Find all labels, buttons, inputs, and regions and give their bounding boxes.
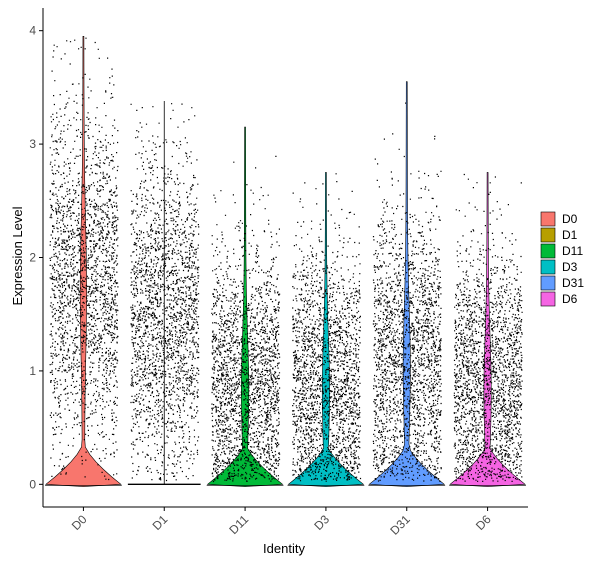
y-tick-label: 3 bbox=[29, 137, 36, 151]
y-tick-label: 0 bbox=[29, 477, 36, 491]
legend-swatch bbox=[540, 227, 556, 243]
jitter-dots bbox=[453, 173, 523, 482]
legend-swatch bbox=[540, 243, 556, 259]
violin-D1 bbox=[127, 100, 201, 486]
violin-shape bbox=[206, 126, 284, 487]
points-D3 bbox=[292, 173, 362, 482]
violin-D31 bbox=[368, 81, 446, 487]
x-tick-label: D6 bbox=[473, 512, 494, 533]
legend: D0 D1 D11 D3 D31 D6 bbox=[540, 211, 584, 307]
x-axis-title: Identity bbox=[263, 541, 305, 556]
x-tick-label: D11 bbox=[226, 512, 251, 537]
points-D6 bbox=[453, 173, 523, 482]
violin-D6 bbox=[449, 172, 526, 487]
points-D1 bbox=[130, 103, 200, 482]
violin-shape bbox=[287, 172, 365, 487]
legend-swatch bbox=[540, 259, 556, 275]
legend-item-D0: D0 bbox=[540, 211, 578, 227]
jitter-dots bbox=[372, 102, 442, 482]
violin-D3 bbox=[287, 172, 365, 487]
legend-swatch bbox=[540, 291, 556, 307]
legend-label: D6 bbox=[562, 292, 578, 306]
legend-item-D11: D11 bbox=[540, 243, 583, 259]
violin-D11 bbox=[206, 126, 284, 487]
x-tick-label: D1 bbox=[150, 512, 171, 533]
jitter-dots bbox=[49, 37, 119, 481]
violin-D0 bbox=[45, 36, 122, 487]
points-D0 bbox=[49, 37, 119, 481]
legend-swatch bbox=[540, 275, 556, 291]
y-tick-label: 2 bbox=[29, 251, 36, 265]
jitter-dots bbox=[292, 173, 362, 482]
legend-label: D31 bbox=[562, 276, 584, 290]
legend-label: D11 bbox=[562, 244, 583, 258]
violin-shape bbox=[45, 36, 122, 487]
legend-label: D1 bbox=[562, 228, 578, 242]
legend-item-D6: D6 bbox=[540, 291, 578, 307]
y-axis-title: Expression Level bbox=[10, 206, 25, 305]
plot-area bbox=[45, 36, 526, 487]
y-axis: 0 1 2 3 4 bbox=[29, 8, 44, 507]
y-tick-label: 4 bbox=[29, 24, 36, 38]
legend-item-D1: D1 bbox=[540, 227, 578, 243]
legend-item-D3: D3 bbox=[540, 259, 578, 275]
points-D31 bbox=[372, 102, 442, 482]
x-tick-label: D0 bbox=[69, 512, 90, 533]
jitter-dots bbox=[130, 103, 200, 482]
y-tick-label: 1 bbox=[29, 364, 36, 378]
x-tick-label: D3 bbox=[311, 512, 332, 533]
legend-swatch bbox=[540, 211, 556, 227]
x-tick-label: D31 bbox=[387, 512, 413, 538]
legend-item-D31: D31 bbox=[540, 275, 584, 291]
x-axis: D0 D1 D11 D3 D31 D6 bbox=[43, 506, 528, 538]
violin-shape bbox=[368, 81, 446, 487]
legend-label: D0 bbox=[562, 212, 578, 226]
legend-label: D3 bbox=[562, 260, 578, 274]
